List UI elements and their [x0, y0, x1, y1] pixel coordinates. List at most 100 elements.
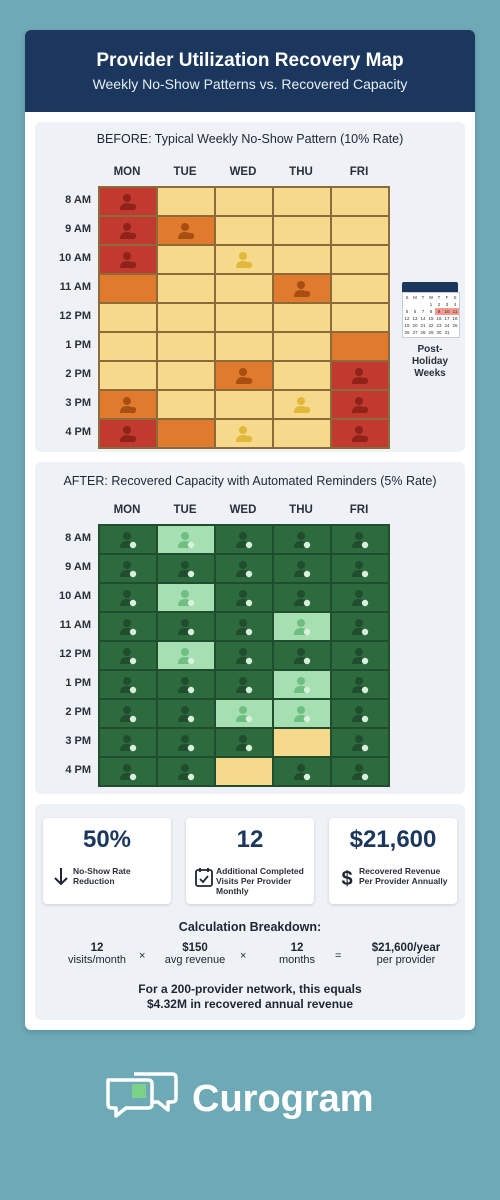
heatmap-cell: [215, 245, 273, 274]
heatmap-cell: [331, 525, 389, 554]
svg-text:$: $: [341, 868, 352, 888]
calendar-day: 3: [445, 302, 449, 307]
person-check-icon: [178, 734, 195, 751]
calc-value: 12: [90, 942, 104, 954]
time-label: 11 AM: [59, 619, 91, 631]
time-label: 12 PM: [59, 648, 91, 660]
person-check-icon: [352, 705, 369, 722]
heatmap-cell: [331, 699, 389, 728]
infographic-card: Provider Utilization Recovery Map Weekly…: [25, 30, 475, 1030]
heatmap-cell: [215, 419, 273, 448]
calendar-weekday: T: [421, 295, 425, 300]
person-check-icon: [352, 560, 369, 577]
person-check-icon: [236, 531, 253, 548]
stat-label: No-Show Rate Reduction: [73, 866, 131, 886]
heatmap-cell: [331, 554, 389, 583]
heatmap-cell: [273, 699, 331, 728]
heatmap-cell: [215, 728, 273, 757]
calendar-weekday: W: [428, 295, 434, 300]
calc-value: 12: [290, 942, 304, 954]
calendar-day: 27: [412, 330, 418, 335]
before-heatmap: MON TUE WED THU FRI 8 AM 9 AM 10 AM 11 A…: [35, 162, 465, 452]
heatmap-cell: [99, 303, 157, 332]
network-line: $4.32M in recovered annual revenue: [146, 997, 354, 1011]
stat-label: Recovered Revenue Per Provider Annually: [359, 866, 448, 886]
calc-title: Calculation Breakdown:: [178, 920, 322, 934]
person-check-icon: [294, 589, 311, 606]
heatmap-cell: [273, 554, 331, 583]
person-icon: [352, 396, 369, 413]
person-check-icon: [120, 676, 137, 693]
heatmap-cell: [273, 303, 331, 332]
time-label: 1 PM: [65, 677, 91, 689]
heatmap-cell: [215, 670, 273, 699]
person-check-icon: [120, 734, 137, 751]
calendar-weekday: M: [413, 295, 417, 300]
person-check-icon: [120, 763, 137, 780]
heatmap-cell: [157, 216, 215, 245]
heatmap-cell: [215, 216, 273, 245]
day-header: MON: [113, 504, 141, 516]
calendar-day: 26: [404, 330, 410, 335]
page-title: Provider Utilization Recovery Map: [96, 50, 404, 71]
calendar-weekday: S: [453, 295, 457, 300]
calendar-grid: S M T W T F S 1 2 3 4 5 6 7 8 9 10 11 12 13 14 15 16 17 18 19 20 21…: [402, 292, 460, 338]
heatmap-cell: [99, 728, 157, 757]
network-line: For a 200-provider network, this equals: [138, 982, 362, 996]
stats-panel: 50% No-Show Rate Reduction 12 Additional…: [35, 804, 465, 1020]
time-label: 1 PM: [65, 339, 91, 351]
person-check-icon: [120, 618, 137, 635]
calendar-day: 7: [421, 309, 425, 314]
person-check-icon: [294, 705, 311, 722]
heatmap-cell: [331, 612, 389, 641]
person-icon: [236, 425, 253, 442]
heatmap-cell: [273, 525, 331, 554]
calendar-day: 20: [412, 323, 418, 328]
heatmap-cell: [157, 245, 215, 274]
calendar-day: 18: [452, 316, 458, 321]
person-check-icon: [120, 589, 137, 606]
calendar-day: [451, 329, 459, 336]
heatmap-cell: [157, 303, 215, 332]
heatmap-cell: [99, 245, 157, 274]
time-label: 2 PM: [65, 368, 91, 380]
heatmap-cell: [215, 187, 273, 216]
calc-unit: visits/month: [67, 954, 127, 966]
heatmap-cell: [215, 361, 273, 390]
calendar-day: 15: [428, 316, 434, 321]
heatmap-cell: [273, 332, 331, 361]
heatmap-cell: [331, 757, 389, 786]
calendar-day: [403, 301, 411, 308]
heatmap-cell: [273, 216, 331, 245]
heatmap-cell: [157, 390, 215, 419]
person-check-icon: [294, 560, 311, 577]
person-check-icon: [236, 647, 253, 664]
time-label: 9 AM: [65, 561, 91, 573]
person-check-icon: [236, 676, 253, 693]
before-title: BEFORE: Typical Weekly No-Show Pattern (…: [96, 132, 404, 146]
calendar-weekday: T: [437, 295, 441, 300]
time-label: 8 AM: [65, 532, 91, 544]
calendar-day: 28: [420, 330, 426, 335]
heatmap-cell: [215, 612, 273, 641]
person-check-icon: [178, 705, 195, 722]
person-check-icon: [178, 763, 195, 780]
heatmap-cell: [157, 361, 215, 390]
heatmap-cell: [99, 757, 157, 786]
calendar-day: [411, 301, 419, 308]
heatmap-cell: [99, 612, 157, 641]
heatmap-cell: [331, 583, 389, 612]
person-icon: [120, 251, 137, 268]
post-holiday-calendar: S M T W T F S 1 2 3 4 5 6 7 8 9 10 11 12 13 14 15 16 17 18 19 20 21…: [400, 282, 460, 380]
heatmap-cell: [99, 187, 157, 216]
person-icon: [352, 367, 369, 384]
heatmap-cell: [99, 554, 157, 583]
time-label: 9 AM: [65, 223, 91, 235]
calendar-weekday: S: [405, 295, 409, 300]
heatmap-cell: [331, 187, 389, 216]
person-icon: [236, 251, 253, 268]
calc-operator: ×: [139, 950, 146, 962]
person-check-icon: [236, 589, 253, 606]
heatmap-cell: [331, 641, 389, 670]
heatmap-cell: [331, 303, 389, 332]
